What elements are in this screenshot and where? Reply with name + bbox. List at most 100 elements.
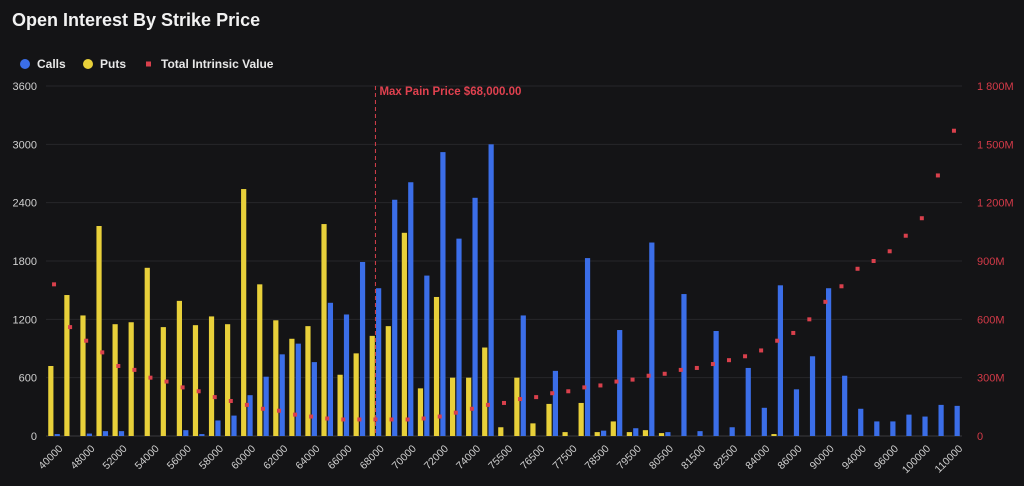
y-right-tick-label: 0 — [977, 431, 983, 443]
calls-bar — [295, 343, 301, 436]
puts-bar — [626, 432, 632, 436]
legend-item-puts[interactable]: Puts — [83, 57, 126, 71]
puts-bar — [257, 284, 263, 436]
calls-bar — [199, 434, 205, 436]
puts-bar — [112, 324, 118, 436]
intrinsic-value-point — [839, 284, 844, 289]
calls-bar — [584, 258, 591, 436]
puts-bar — [610, 421, 616, 436]
x-tick-label: 77500 — [550, 443, 579, 472]
y-right-tick-label: 1 500M — [977, 139, 1014, 151]
y-right-tick-label: 600M — [977, 314, 1005, 326]
intrinsic-value-point — [871, 259, 876, 263]
puts-bar — [305, 326, 311, 436]
calls-bar — [681, 294, 687, 436]
legend-item-calls[interactable]: Calls — [20, 57, 66, 71]
calls-bar — [633, 428, 639, 436]
puts-bar — [192, 325, 199, 436]
x-tick-label: 68000 — [358, 443, 387, 472]
intrinsic-value-points — [52, 128, 956, 422]
puts-bar — [289, 338, 295, 436]
intrinsic-value-point — [518, 397, 523, 402]
puts-bar — [771, 434, 777, 436]
calls-bar — [842, 375, 848, 436]
puts-bar — [642, 430, 649, 436]
x-tick-label: 62000 — [261, 443, 290, 472]
legend-intrinsic-marker — [146, 61, 151, 67]
calls-bar — [809, 356, 816, 436]
intrinsic-value-point — [935, 173, 940, 178]
legend-item-total-intrinsic-value[interactable]: Total Intrinsic Value — [146, 57, 274, 71]
puts-bar — [241, 189, 247, 436]
intrinsic-value-point — [212, 395, 217, 400]
x-tick-label: 110000 — [933, 443, 966, 476]
x-tick-label: 100000 — [900, 443, 933, 476]
intrinsic-value-point — [196, 389, 201, 394]
x-tick-label: 84000 — [743, 443, 772, 472]
puts-bar — [96, 226, 102, 436]
max-pain-annotation: Max Pain Price $68,000.00 — [374, 86, 521, 436]
intrinsic-value-point — [309, 414, 314, 419]
puts-bar — [482, 347, 488, 436]
puts-bar — [417, 388, 424, 436]
y-left-tick-label: 3000 — [13, 139, 37, 151]
intrinsic-value-point — [502, 400, 506, 405]
calls-bar — [247, 395, 253, 436]
intrinsic-value-point — [887, 249, 892, 254]
y-right-tick-label: 1 800M — [977, 81, 1014, 93]
puts-bar — [514, 377, 520, 436]
x-tick-label: 90000 — [808, 443, 837, 472]
intrinsic-value-point — [759, 348, 764, 353]
puts-bar — [176, 300, 182, 436]
intrinsic-value-point — [100, 350, 105, 355]
calls-bar — [826, 288, 832, 436]
grid — [46, 85, 962, 437]
intrinsic-value-point — [726, 358, 731, 363]
calls-bar — [231, 415, 237, 436]
intrinsic-value-point — [148, 375, 153, 380]
x-tick-label: 75500 — [486, 443, 515, 472]
intrinsic-value-point — [614, 379, 619, 384]
puts-bar — [546, 403, 552, 436]
calls-bar — [617, 330, 623, 436]
intrinsic-value-point — [84, 338, 89, 343]
calls-bar — [697, 431, 703, 436]
calls-bar — [118, 431, 125, 436]
intrinsic-value-point — [919, 216, 924, 221]
legend-puts-label: Puts — [100, 57, 126, 71]
intrinsic-value-point — [180, 385, 185, 390]
intrinsic-value-point — [405, 417, 410, 422]
x-tick-label: 96000 — [872, 443, 901, 472]
y-axis-left: 0 600 1200 1800 2400 3000 3600 — [13, 81, 37, 443]
intrinsic-value-point — [293, 412, 298, 417]
intrinsic-value-point — [132, 367, 137, 372]
legend-calls-label: Calls — [37, 57, 66, 71]
puts-bar — [208, 316, 215, 436]
x-tick-label: 52000 — [100, 443, 129, 472]
legend-intrinsic-label: Total Intrinsic Value — [161, 57, 274, 71]
intrinsic-value-point — [244, 402, 249, 407]
puts-bar — [658, 433, 665, 436]
x-tick-label: 76500 — [518, 443, 547, 472]
intrinsic-value-point — [646, 373, 651, 378]
puts-bar — [449, 377, 456, 436]
calls-bar — [922, 416, 928, 436]
x-tick-label: 74000 — [454, 443, 483, 472]
intrinsic-value-point — [807, 317, 812, 322]
intrinsic-value-point — [630, 377, 635, 382]
x-tick-label: 86000 — [775, 443, 804, 472]
calls-bar — [408, 182, 414, 436]
y-right-tick-label: 900M — [977, 256, 1005, 268]
x-tick-label: 60000 — [229, 443, 258, 472]
calls-bar — [601, 430, 607, 436]
intrinsic-value-point — [164, 379, 169, 384]
intrinsic-value-point — [453, 410, 458, 415]
y-left-tick-label: 600 — [19, 373, 37, 385]
x-tick-label: 82500 — [711, 443, 740, 472]
y-right-tick-label: 300M — [977, 373, 1005, 385]
puts-bar — [385, 326, 391, 436]
y-left-tick-label: 3600 — [13, 81, 37, 93]
intrinsic-value-point — [68, 325, 73, 330]
x-axis: 40000 48000 52000 54000 56000 58000 60000 62000… — [36, 443, 965, 476]
puts-bar — [225, 324, 231, 436]
